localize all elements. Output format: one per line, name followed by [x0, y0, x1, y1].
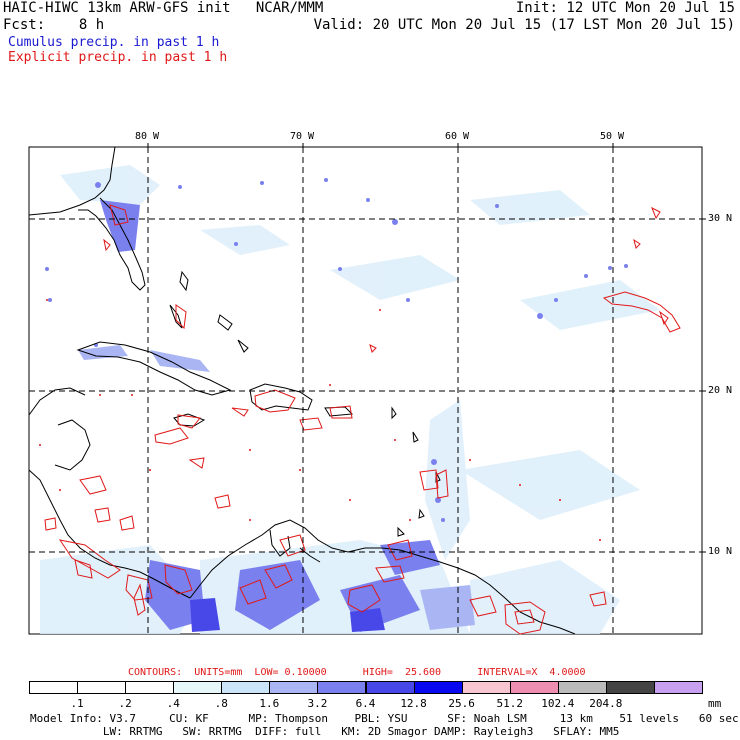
- colorbar-level-label: 6.4: [355, 697, 376, 710]
- colorbar-cell: [653, 681, 703, 694]
- init-time: Init: 12 UTC Mon 20 Jul 15: [515, 0, 735, 16]
- explicit-precip-label: Explicit precip. in past 1 h: [8, 50, 228, 65]
- explicit-precip-contours: [44, 204, 681, 635]
- coastlines: [28, 146, 576, 635]
- colorbar-level-label: .2: [118, 697, 132, 710]
- valid-time: Valid: 20 UTC Mon 20 Jul 15 (17 LST Mon …: [313, 17, 735, 33]
- contours-info: CONTOURS: UNITS=mm LOW= 0.10000 HIGH= 25…: [128, 667, 586, 678]
- lon-label-80w: 80 W: [135, 131, 160, 142]
- lon-label-50w: 50 W: [600, 131, 625, 142]
- model-title: HAIC-HIWC 13km ARW-GFS init NCAR/MMM: [3, 0, 324, 16]
- cumulus-precip-label: Cumulus precip. in past 1 h: [8, 35, 220, 50]
- lon-label-60w: 60 W: [445, 131, 470, 142]
- colorbar-cell: [173, 681, 223, 694]
- model-info-line1: Model Info: V3.7 CU: KF MP: Thompson PBL…: [30, 712, 739, 725]
- colorbar-cell: [461, 681, 511, 694]
- lat-label-10n: 10 N: [708, 546, 733, 557]
- lat-lon-grid: [29, 147, 702, 634]
- colorbar-level-label: 102.4: [541, 697, 575, 710]
- lon-label-70w: 70 W: [290, 131, 315, 142]
- model-info-line2: LW: RRTMG SW: RRTMG DIFF: full KM: 2D Sm…: [30, 725, 620, 738]
- colorbar-level-label: 51.2: [496, 697, 523, 710]
- explicit-precip-dots: [39, 299, 601, 541]
- colorbar-cell: [221, 681, 271, 694]
- colorbar-cell: [605, 681, 655, 694]
- colorbar-level-label: 3.2: [307, 697, 328, 710]
- colorbar-level-label: 204.8: [589, 697, 623, 710]
- colorbar-cell: [269, 681, 319, 694]
- colorbar-cell: [125, 681, 175, 694]
- colorbar-cell: [317, 681, 367, 694]
- colorbar-level-label: .4: [166, 697, 180, 710]
- cumulus-precip-dots: [45, 178, 628, 522]
- colorbar-level-label: 25.6: [448, 697, 475, 710]
- colorbar-cell: [413, 681, 463, 694]
- colorbar-cell: [77, 681, 127, 694]
- cumulus-precip-patches: [78, 200, 475, 632]
- colorbar-level-label: 1.6: [259, 697, 280, 710]
- colorbar-unit: mm: [708, 697, 722, 710]
- colorbar-level-label: 12.8: [400, 697, 427, 710]
- colorbar-cell: [509, 681, 559, 694]
- colorbar-cell: [557, 681, 607, 694]
- lat-label-20n: 20 N: [708, 385, 733, 396]
- lat-label-30n: 30 N: [708, 213, 733, 224]
- colorbar-level-label: .1: [70, 697, 84, 710]
- forecast-hour: Fcst: 8 h: [3, 17, 105, 33]
- colorbar-cell: [29, 681, 79, 694]
- grid-ticks: [147, 143, 706, 553]
- colorbar-cell: [365, 681, 415, 694]
- colorbar-level-label: .8: [214, 697, 228, 710]
